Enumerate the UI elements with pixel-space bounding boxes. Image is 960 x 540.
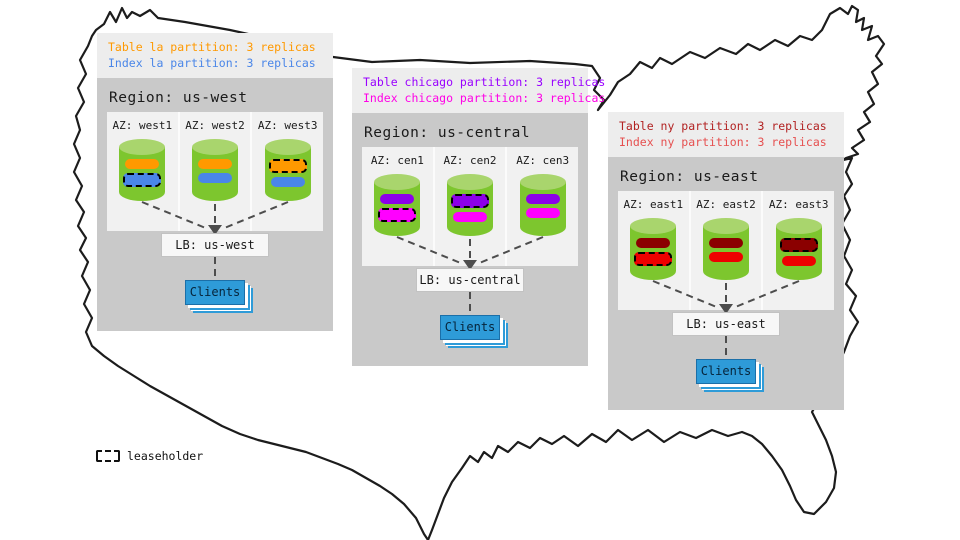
index-partition-text: Index la partition: 3 replicas: [108, 56, 316, 70]
az-label: AZ: east3: [768, 198, 829, 211]
table-replica-bar: [380, 194, 415, 204]
az-label: AZ: east2: [696, 198, 756, 211]
table-replica-bar: [125, 159, 160, 169]
database-cylinder-icon: [447, 174, 493, 236]
index-replica-bar: [378, 208, 417, 222]
az-box-west3: AZ: west3: [252, 112, 324, 231]
database-cylinder-icon: [703, 218, 749, 280]
index-replica-bar: [781, 256, 816, 266]
connector-lines: [396, 236, 544, 314]
index-partition-text: Index ny partition: 3 replicas: [619, 135, 827, 149]
az-row: AZ: west1 AZ: west2: [107, 112, 324, 231]
index-replica-bar: [270, 177, 305, 187]
table-replica-bar: [525, 194, 560, 204]
az-label: AZ: east1: [623, 198, 684, 211]
arrowhead-icon: [208, 225, 222, 235]
load-balancer-box: LB: us-central: [416, 268, 524, 292]
az-row: AZ: east1 AZ: east2: [618, 191, 835, 310]
leaseholder-legend-label: leaseholder: [127, 449, 204, 463]
connector-lines: [652, 280, 800, 358]
az-row: AZ: cen1 AZ: cen2: [362, 147, 579, 266]
database-cylinder-icon: [519, 174, 566, 236]
database-cylinder-icon: [119, 139, 166, 201]
region-box-us-west: Region: us-west AZ: west1 AZ: west2: [97, 78, 333, 331]
database-cylinder-icon: [192, 139, 238, 201]
table-replica-bar: [636, 238, 671, 248]
az-label: AZ: cen1: [370, 154, 424, 167]
database-cylinder-icon: [374, 174, 421, 236]
az-label: AZ: cen3: [516, 154, 570, 167]
table-replica-bar: [451, 194, 489, 208]
az-box-cen2: AZ: cen2: [434, 147, 506, 266]
az-box-east1: AZ: east1: [618, 191, 689, 310]
region-group-us-east: Table ny partition: 3 replicas Index ny …: [608, 112, 844, 410]
index-replica-bar: [453, 212, 487, 222]
index-replica-bar: [198, 173, 232, 183]
partition-info-us-east: Table ny partition: 3 replicas Index ny …: [608, 112, 844, 157]
region-group-us-central: Table chicago partition: 3 replicas Inde…: [352, 68, 606, 366]
az-label: AZ: cen2: [443, 154, 497, 167]
leaseholder-legend: leaseholder: [96, 449, 203, 463]
connector-lines: [141, 201, 289, 279]
az-box-west2: AZ: west2: [179, 112, 251, 231]
table-replica-bar: [198, 159, 232, 169]
load-balancer-box: LB: us-east: [672, 312, 780, 336]
table-replica-bar: [709, 238, 743, 248]
table-replica-bar: [779, 238, 818, 252]
table-replica-bar: [268, 159, 307, 173]
arrowhead-icon: [719, 304, 733, 314]
index-replica-bar: [709, 252, 743, 262]
clients-box: Clients: [185, 280, 245, 305]
index-partition-text: Index chicago partition: 3 replicas: [363, 91, 606, 105]
region-box-us-east: Region: us-east AZ: east1 AZ: east2: [608, 157, 844, 410]
az-label: AZ: west1: [112, 119, 173, 132]
az-box-east3: AZ: east3: [763, 191, 835, 310]
table-partition-text: Table ny partition: 3 replicas: [619, 119, 827, 133]
partition-info-us-central: Table chicago partition: 3 replicas Inde…: [352, 68, 606, 113]
database-cylinder-icon: [630, 218, 677, 280]
az-label: AZ: west3: [257, 119, 318, 132]
index-replica-bar: [634, 252, 673, 266]
az-label: AZ: west2: [185, 119, 245, 132]
leaseholder-swatch-icon: [96, 450, 120, 462]
index-replica-bar: [525, 208, 560, 218]
az-box-cen1: AZ: cen1: [362, 147, 433, 266]
database-cylinder-icon: [775, 218, 822, 280]
index-replica-bar: [123, 173, 162, 187]
load-balancer-box: LB: us-west: [161, 233, 269, 257]
region-title: Region: us-central: [364, 125, 531, 141]
table-partition-text: Table la partition: 3 replicas: [108, 40, 316, 54]
clients-box: Clients: [696, 359, 756, 384]
arrowhead-icon: [463, 260, 477, 270]
database-cylinder-icon: [264, 139, 311, 201]
region-title: Region: us-west: [109, 90, 248, 106]
az-box-cen3: AZ: cen3: [507, 147, 579, 266]
table-partition-text: Table chicago partition: 3 replicas: [363, 75, 606, 89]
region-title: Region: us-east: [620, 169, 759, 185]
region-group-us-west: Table la partition: 3 replicas Index la …: [97, 33, 333, 331]
clients-box: Clients: [440, 315, 500, 340]
region-box-us-central: Region: us-central AZ: cen1 AZ: cen2: [352, 113, 588, 366]
partition-info-us-west: Table la partition: 3 replicas Index la …: [97, 33, 333, 78]
az-box-east2: AZ: east2: [690, 191, 762, 310]
